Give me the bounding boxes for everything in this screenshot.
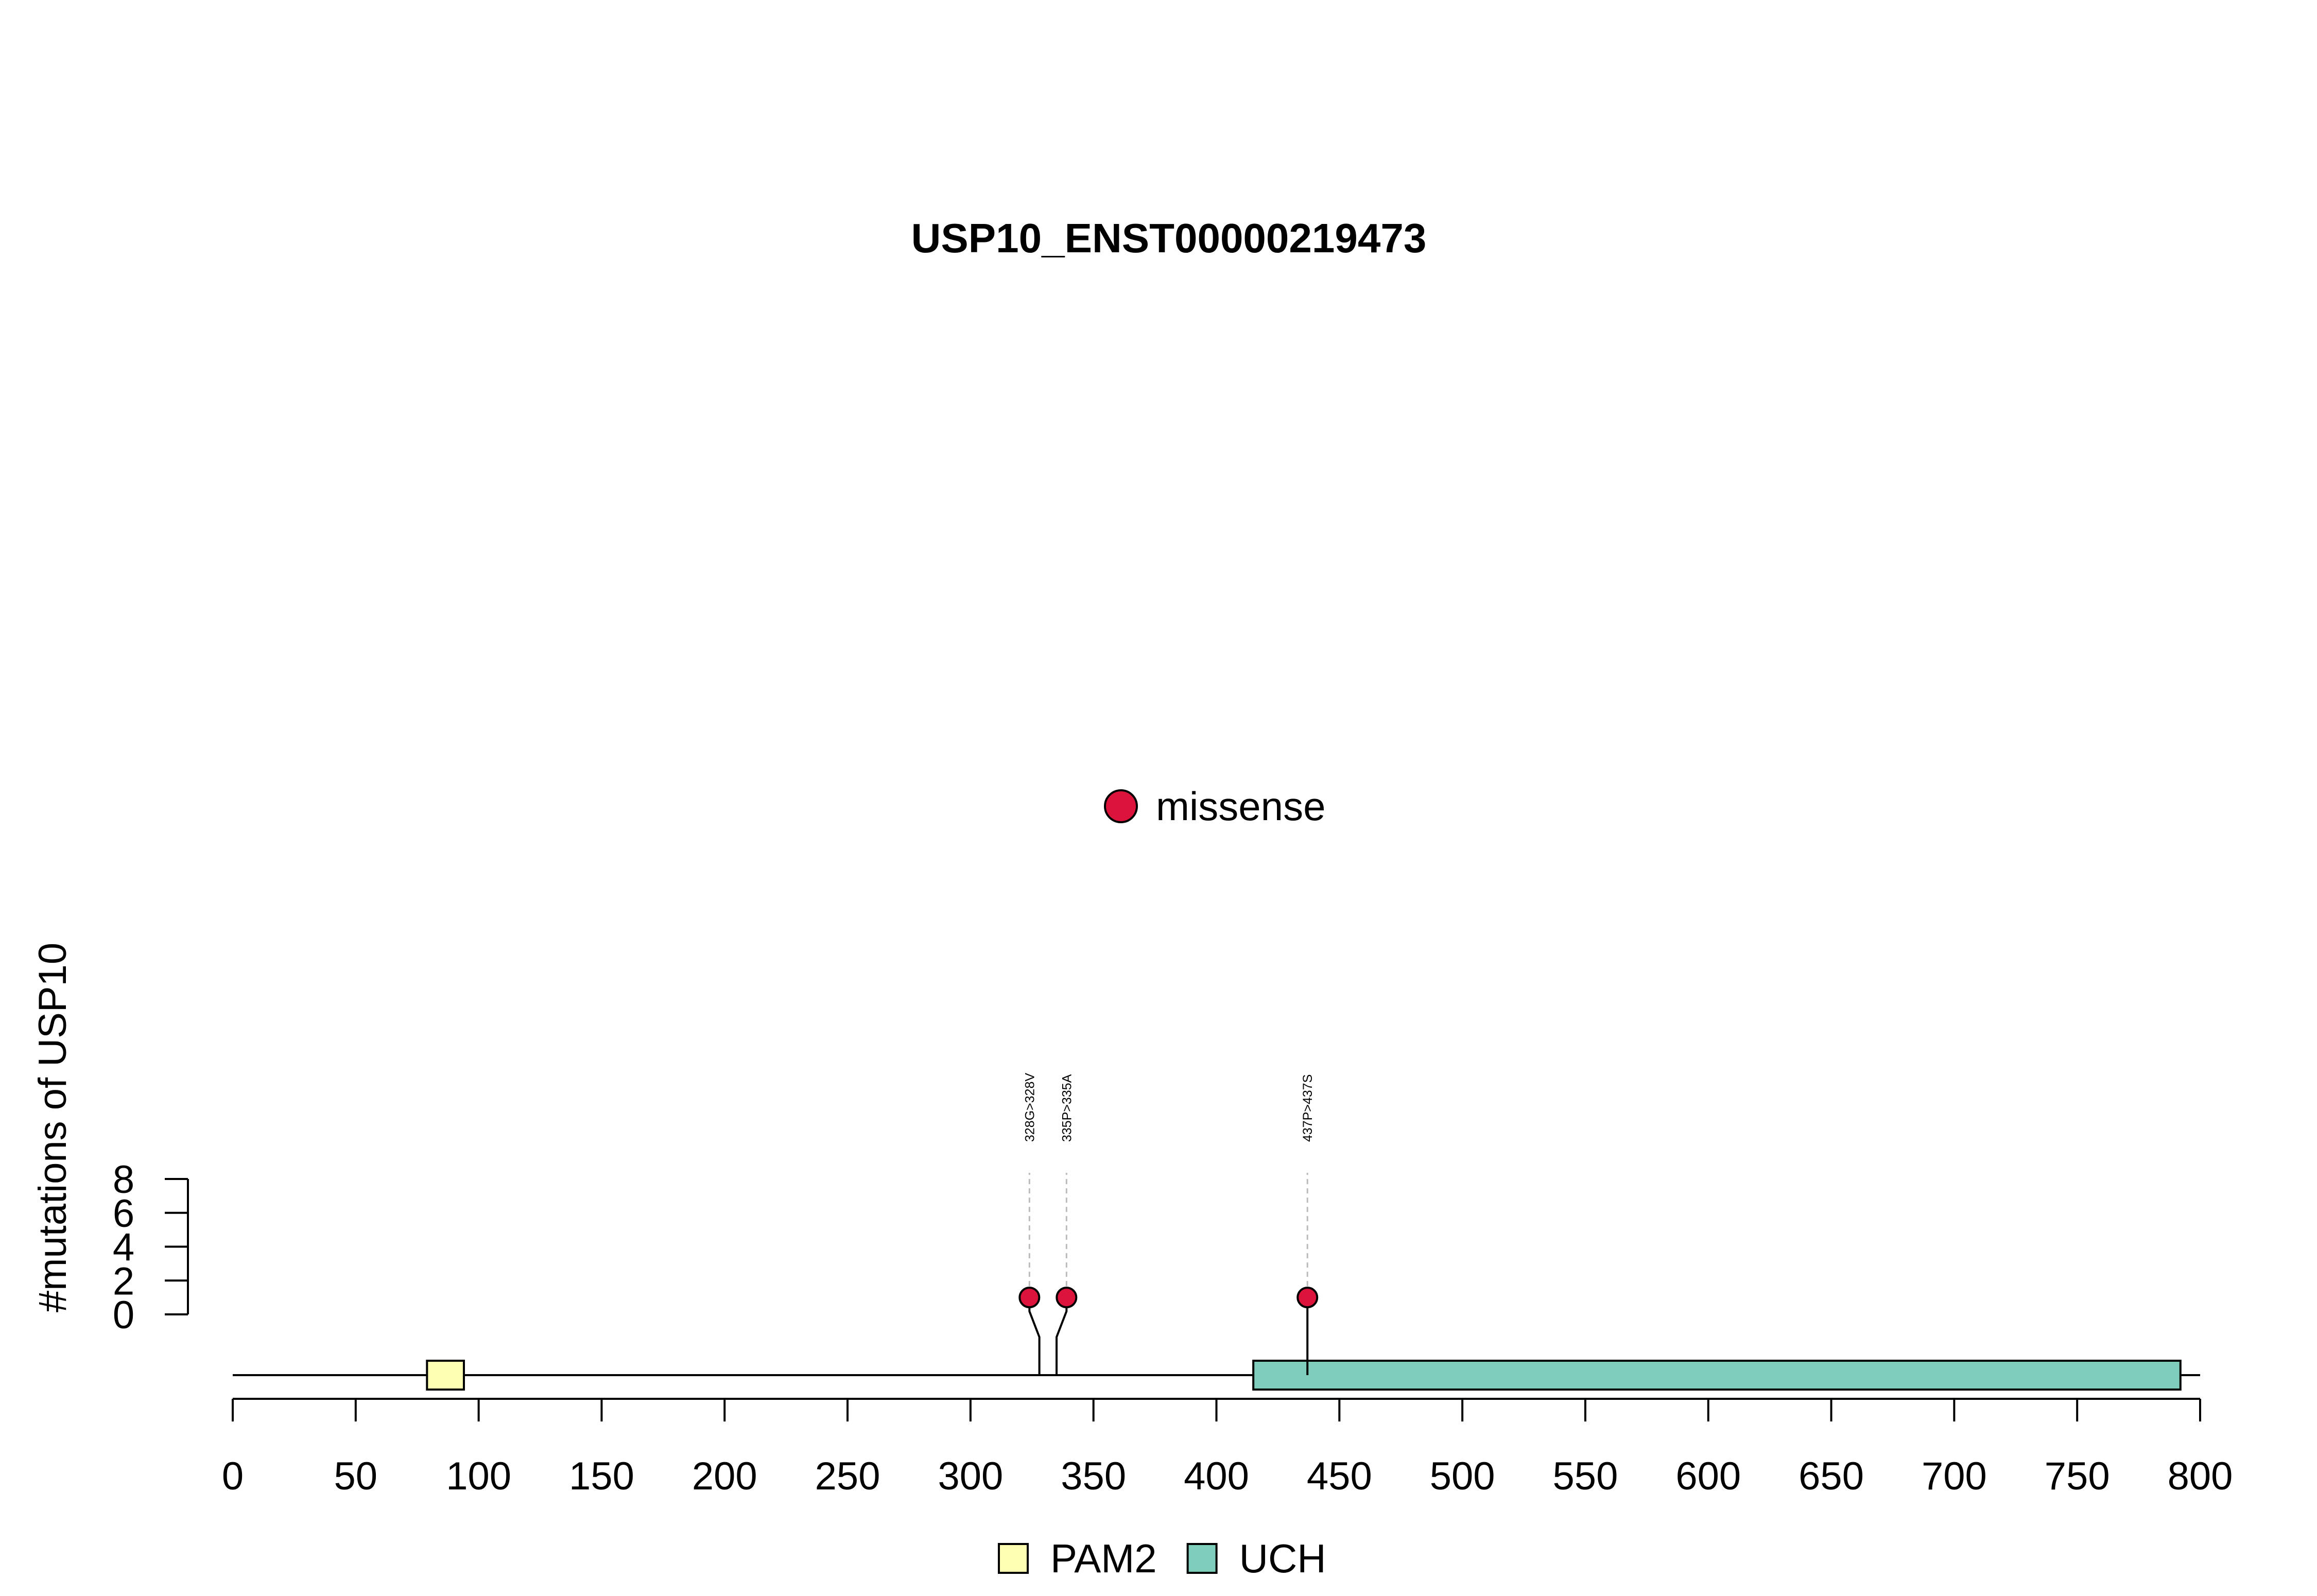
- x-tick-label: 0: [222, 1454, 244, 1498]
- legend-swatch-pam2: [998, 1543, 1029, 1574]
- domain-uch: [1252, 1360, 2182, 1391]
- legend-label-uch: UCH: [1239, 1536, 1326, 1581]
- domain-legend: PAM2 UCH: [998, 1536, 1326, 1581]
- x-tick-label: 150: [569, 1454, 634, 1498]
- x-tick-label: 350: [1061, 1454, 1126, 1498]
- x-tick-label: 100: [446, 1454, 511, 1498]
- x-tick-label: 700: [1922, 1454, 1987, 1498]
- legend-missense-dot: [1104, 789, 1138, 823]
- x-tick-label: 500: [1430, 1454, 1495, 1498]
- y-tick-label: 8: [113, 1158, 134, 1202]
- y-axis-label: #mutations of USP10: [31, 943, 75, 1312]
- lollipop-stem: [1028, 1297, 1041, 1375]
- mutation-label: 335P>335A: [1060, 1074, 1074, 1142]
- mutation-label: 328G>328V: [1023, 1073, 1037, 1142]
- x-tick-label: 400: [1184, 1454, 1249, 1498]
- x-tick-label: 250: [815, 1454, 880, 1498]
- y-tick-label: 4: [113, 1226, 134, 1270]
- chart-title: USP10_ENST00000219473: [911, 215, 1427, 261]
- y-tick-label: 2: [113, 1259, 134, 1303]
- legend-missense-label: missense: [1156, 784, 1325, 829]
- legend-swatch-uch: [1186, 1543, 1218, 1574]
- y-tick-label: 0: [113, 1293, 134, 1337]
- x-tick-label: 50: [334, 1454, 378, 1498]
- lollipop-head: [1056, 1287, 1078, 1309]
- lollipop-head: [1296, 1287, 1319, 1309]
- mutations: 328G>328V 335P>335A 437P>437S: [1018, 1073, 1319, 1375]
- mutation-legend: missense: [1104, 784, 1325, 829]
- lollipop-stem: [1056, 1297, 1068, 1375]
- x-tick-label: 450: [1307, 1454, 1372, 1498]
- y-tick-label: 6: [113, 1192, 134, 1236]
- domain-pam2: [426, 1360, 465, 1391]
- x-tick-label: 750: [2045, 1454, 2110, 1498]
- x-tick-label: 650: [1799, 1454, 1864, 1498]
- legend-label-pam2: PAM2: [1050, 1536, 1157, 1581]
- x-tick-label: 600: [1675, 1454, 1741, 1498]
- x-tick-label: 800: [2168, 1454, 2233, 1498]
- x-axis: 0 50 100 150 200 250 300 350 400 450 500 550 600 650 7…: [222, 1398, 2233, 1498]
- x-tick-label: 300: [938, 1454, 1003, 1498]
- x-tick-label: 550: [1553, 1454, 1618, 1498]
- lollipop-head: [1018, 1287, 1041, 1309]
- mutation-label: 437P>437S: [1301, 1074, 1315, 1142]
- x-tick-label: 200: [692, 1454, 757, 1498]
- domains: [426, 1360, 2182, 1391]
